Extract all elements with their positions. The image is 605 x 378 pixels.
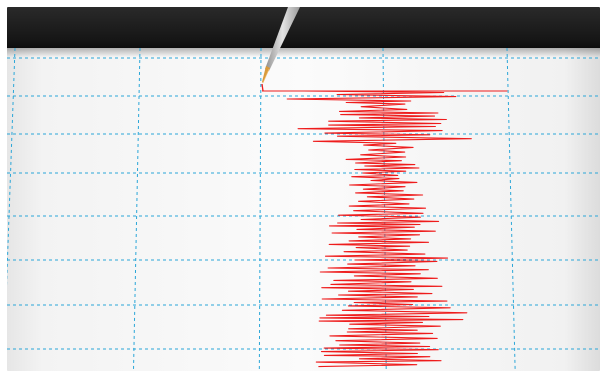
stylus-pen-icon xyxy=(262,7,300,84)
seismic-trace-icon xyxy=(261,83,508,368)
seismograph-illustration xyxy=(7,7,600,371)
paper-top-shadow xyxy=(7,48,600,57)
dashed-grid-icon xyxy=(7,47,600,371)
photo-frame xyxy=(7,7,600,371)
chart-paper-icon xyxy=(7,48,600,371)
drum-band-icon xyxy=(7,7,600,48)
